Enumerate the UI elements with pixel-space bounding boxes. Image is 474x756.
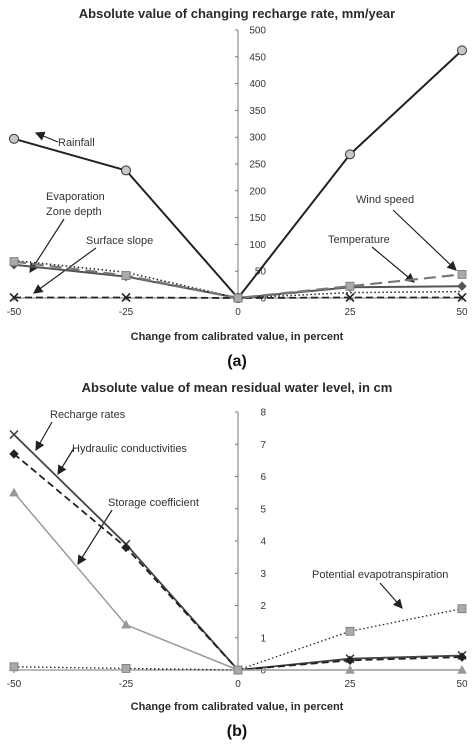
arrow-hydraulic-conductivities [57, 447, 75, 476]
data-point-potential-evapotranspiration [121, 663, 131, 673]
y-tick-label: 300 [249, 133, 266, 144]
annotation-temperature: Temperature [328, 234, 390, 246]
data-point-potential-evapotranspiration [233, 665, 243, 675]
annotation-rainfall: Rainfall [58, 137, 95, 149]
chart-title: Absolute value of mean residual water le… [82, 380, 393, 395]
y-tick-label: 0 [260, 294, 266, 305]
series-potential-evapotranspiration [9, 604, 467, 675]
data-point-temperature [9, 292, 19, 303]
x-tick-label: 0 [235, 307, 241, 318]
data-point-temperature [345, 292, 355, 303]
arrow-temperature [371, 246, 415, 283]
y-tick-label: 3 [260, 569, 266, 580]
x-axis-label: Change from calibrated value, in percent [131, 701, 344, 713]
annotation-recharge-rates: Recharge rates [50, 409, 126, 421]
data-point-hydraulic-conductivities [345, 655, 355, 666]
annotation-surface-slope: Surface slope [86, 235, 153, 247]
data-point-rainfall [345, 149, 355, 160]
arrow-recharge-rates [35, 421, 53, 452]
data-point-evaporation-zone-depth [457, 281, 467, 291]
data-point-potential-evapotranspiration [9, 662, 19, 672]
y-tick-label: 250 [249, 160, 266, 171]
data-point-storage-coefficient [457, 664, 467, 674]
annotation-potential-evapotranspiration: Potential evapotranspiration [312, 569, 448, 581]
data-point-storage-coefficient [345, 664, 355, 674]
series-line-surface-slope [13, 259, 463, 299]
data-point-temperature [457, 292, 467, 303]
data-point-potential-evapotranspiration [345, 626, 355, 636]
y-tick-label: 8 [260, 408, 266, 419]
x-tick-label: 25 [344, 679, 356, 690]
chart-panel-b: Absolute value of mean residual water le… [0, 378, 474, 756]
y-tick-label: 1 [260, 633, 266, 644]
x-tick-label: 0 [235, 679, 241, 690]
y-tick-label: 400 [249, 79, 266, 90]
arrow-evaporation [29, 218, 65, 274]
x-tick-label: -50 [7, 679, 22, 690]
x-tick-label: -50 [7, 307, 22, 318]
y-tick-label: 150 [249, 213, 266, 224]
data-point-hydraulic-conductivities [9, 449, 19, 459]
x-axis-label: Change from calibrated value, in percent [131, 331, 344, 343]
y-tick-label: 4 [260, 537, 266, 548]
y-tick-label: 2 [260, 601, 266, 612]
data-point-rainfall [121, 165, 131, 176]
data-point-hydraulic-conductivities [121, 542, 131, 553]
annotation-storage-coefficient: Storage coefficient [108, 497, 199, 509]
data-point-storage-coefficient [121, 619, 131, 629]
chart-panel-a: Absolute value of changing recharge rate… [7, 6, 468, 370]
y-tick-label: 5 [260, 504, 266, 515]
y-tick-label: 200 [249, 186, 266, 197]
series-wind-speed [9, 257, 467, 303]
panel-label: (b) [227, 723, 247, 740]
residual-water-level-chart: Absolute value of mean residual water le… [7, 380, 468, 740]
data-point-storage-coefficient [9, 487, 19, 497]
panel-label: (a) [227, 353, 247, 370]
plot-area: 0 1 2 3 4 5 6 7 8 -50 -25 0 25 50 [7, 408, 468, 691]
data-point-temperature [121, 292, 131, 303]
x-tick-label: -25 [119, 307, 134, 318]
arrow-wind-speed [392, 209, 457, 271]
y-tick-label: 6 [260, 472, 266, 483]
data-point-hydraulic-conductivities [457, 652, 467, 662]
y-tick-label: 350 [249, 106, 266, 117]
data-point-wind-speed [233, 293, 243, 303]
arrow-potential-evapotranspiration [379, 582, 403, 609]
annotation-wind-speed: Wind speed [356, 194, 414, 206]
x-tick-label: 50 [456, 307, 468, 318]
y-tick-label: 100 [249, 240, 266, 251]
chart-title: Absolute value of changing recharge rate… [79, 6, 395, 21]
annotation-evaporation: Evaporation [46, 191, 105, 203]
y-tick-label: 7 [260, 440, 266, 451]
x-tick-label: 25 [344, 307, 356, 318]
y-tick-label: 450 [249, 52, 266, 63]
recharge-rate-chart: Absolute value of changing recharge rate… [7, 6, 468, 370]
data-point-wind-speed [9, 257, 19, 266]
annotation-arrows [35, 421, 403, 609]
x-tick-label: -25 [119, 679, 134, 690]
data-point-rainfall [457, 45, 467, 56]
x-tick-label: 50 [456, 679, 468, 690]
data-point-potential-evapotranspiration [457, 604, 467, 614]
y-tick-label: 50 [255, 267, 267, 278]
plot-area: 0 50 100 150 200 250 300 350 400 450 500 -50 -25 0 25 5… [7, 26, 468, 319]
arrow-rainfall [34, 131, 59, 143]
annotation-hydraulic-conductivities: Hydraulic conductivities [72, 443, 187, 455]
y-tick-label: 500 [249, 26, 266, 37]
arrow-storage-coefficient [77, 509, 113, 566]
data-point-rainfall [9, 133, 19, 144]
data-point-wind-speed [457, 270, 467, 279]
annotation-zone-depth: Zone depth [46, 206, 102, 218]
data-point-wind-speed [121, 271, 131, 280]
series-surface-slope [13, 259, 463, 299]
data-point-recharge-rates [9, 430, 19, 440]
y-tick-label: 0 [260, 666, 266, 677]
data-point-wind-speed [345, 281, 355, 291]
